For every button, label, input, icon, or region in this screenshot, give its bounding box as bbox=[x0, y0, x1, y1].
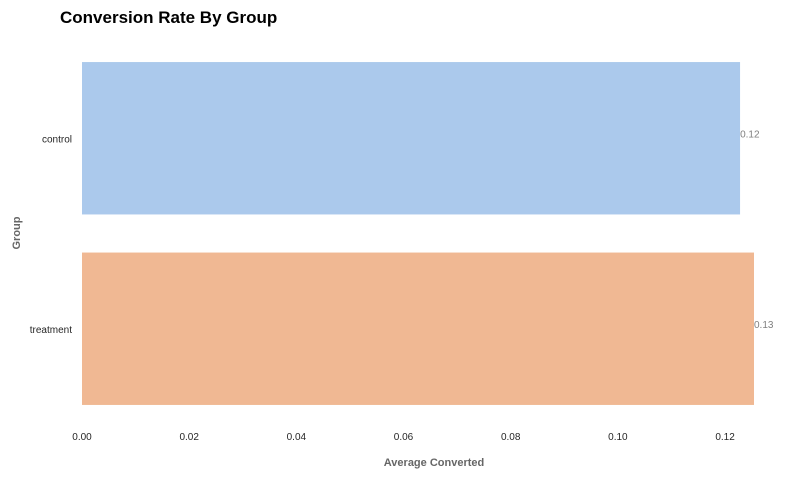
y-axis-label: Group bbox=[11, 216, 23, 249]
y-tick-label: control bbox=[42, 134, 72, 145]
value-label-control: 0.12 bbox=[740, 129, 760, 140]
x-tick-label: 0.06 bbox=[394, 432, 414, 443]
bars-layer: 0.12 0.13 bbox=[82, 62, 774, 405]
x-axis-label: Average Converted bbox=[384, 457, 484, 469]
y-tick-label: treatment bbox=[30, 325, 72, 336]
value-label-treatment: 0.13 bbox=[754, 320, 774, 331]
x-tick-label: 0.12 bbox=[715, 432, 735, 443]
x-ticks-layer: 0.00 0.02 0.04 0.06 0.08 0.10 0.12 bbox=[72, 432, 735, 443]
y-categories-layer: control treatment bbox=[30, 134, 72, 336]
x-tick-label: 0.00 bbox=[72, 432, 92, 443]
bar-treatment bbox=[82, 252, 754, 405]
x-tick-label: 0.02 bbox=[179, 432, 199, 443]
x-tick-label: 0.10 bbox=[608, 432, 628, 443]
bar-control bbox=[82, 62, 741, 215]
x-tick-label: 0.04 bbox=[287, 432, 307, 443]
chart-title: Conversion Rate By Group bbox=[60, 8, 278, 27]
x-tick-label: 0.08 bbox=[501, 432, 521, 443]
